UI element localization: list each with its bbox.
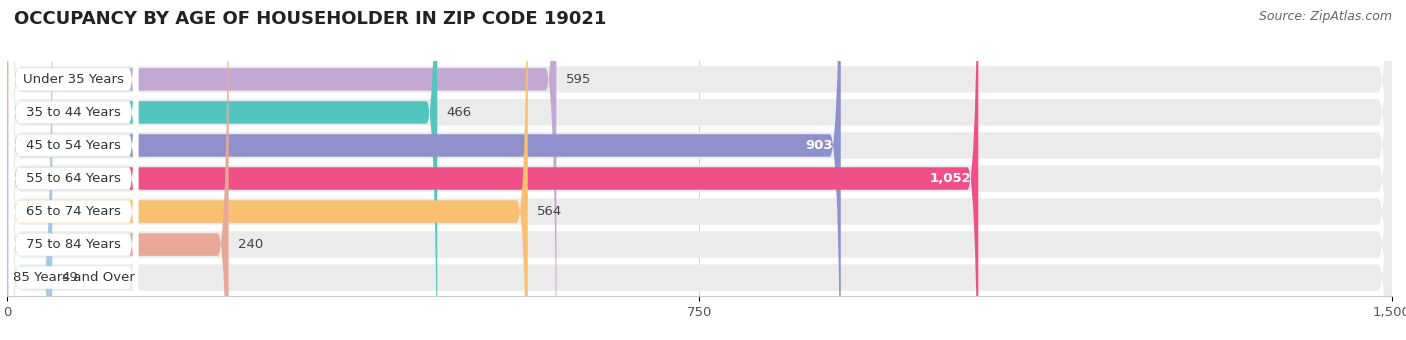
Text: 49: 49 [62, 271, 79, 284]
FancyBboxPatch shape [7, 0, 557, 340]
FancyBboxPatch shape [7, 0, 841, 340]
FancyBboxPatch shape [7, 0, 979, 340]
Text: 65 to 74 Years: 65 to 74 Years [27, 205, 121, 218]
FancyBboxPatch shape [8, 0, 138, 340]
FancyBboxPatch shape [7, 0, 1392, 340]
Text: Under 35 Years: Under 35 Years [22, 73, 124, 86]
Text: 240: 240 [238, 238, 263, 251]
FancyBboxPatch shape [8, 0, 138, 340]
FancyBboxPatch shape [7, 0, 229, 340]
Text: 903: 903 [806, 139, 834, 152]
FancyBboxPatch shape [7, 0, 1392, 340]
Text: OCCUPANCY BY AGE OF HOUSEHOLDER IN ZIP CODE 19021: OCCUPANCY BY AGE OF HOUSEHOLDER IN ZIP C… [14, 10, 606, 28]
FancyBboxPatch shape [7, 0, 527, 340]
FancyBboxPatch shape [8, 0, 138, 340]
FancyBboxPatch shape [7, 0, 437, 340]
FancyBboxPatch shape [7, 0, 1392, 340]
FancyBboxPatch shape [7, 0, 1392, 340]
Text: 55 to 64 Years: 55 to 64 Years [27, 172, 121, 185]
Text: 564: 564 [537, 205, 562, 218]
FancyBboxPatch shape [7, 0, 1392, 340]
Text: 35 to 44 Years: 35 to 44 Years [27, 106, 121, 119]
Text: 1,052: 1,052 [929, 172, 972, 185]
Text: 45 to 54 Years: 45 to 54 Years [27, 139, 121, 152]
FancyBboxPatch shape [8, 0, 138, 340]
FancyBboxPatch shape [7, 0, 1392, 340]
Text: 75 to 84 Years: 75 to 84 Years [27, 238, 121, 251]
FancyBboxPatch shape [8, 0, 138, 340]
FancyBboxPatch shape [7, 0, 52, 340]
Text: 595: 595 [565, 73, 591, 86]
FancyBboxPatch shape [8, 0, 138, 340]
Text: Source: ZipAtlas.com: Source: ZipAtlas.com [1258, 10, 1392, 23]
FancyBboxPatch shape [7, 0, 1392, 340]
Text: 466: 466 [447, 106, 471, 119]
FancyBboxPatch shape [8, 0, 138, 340]
Text: 85 Years and Over: 85 Years and Over [13, 271, 135, 284]
